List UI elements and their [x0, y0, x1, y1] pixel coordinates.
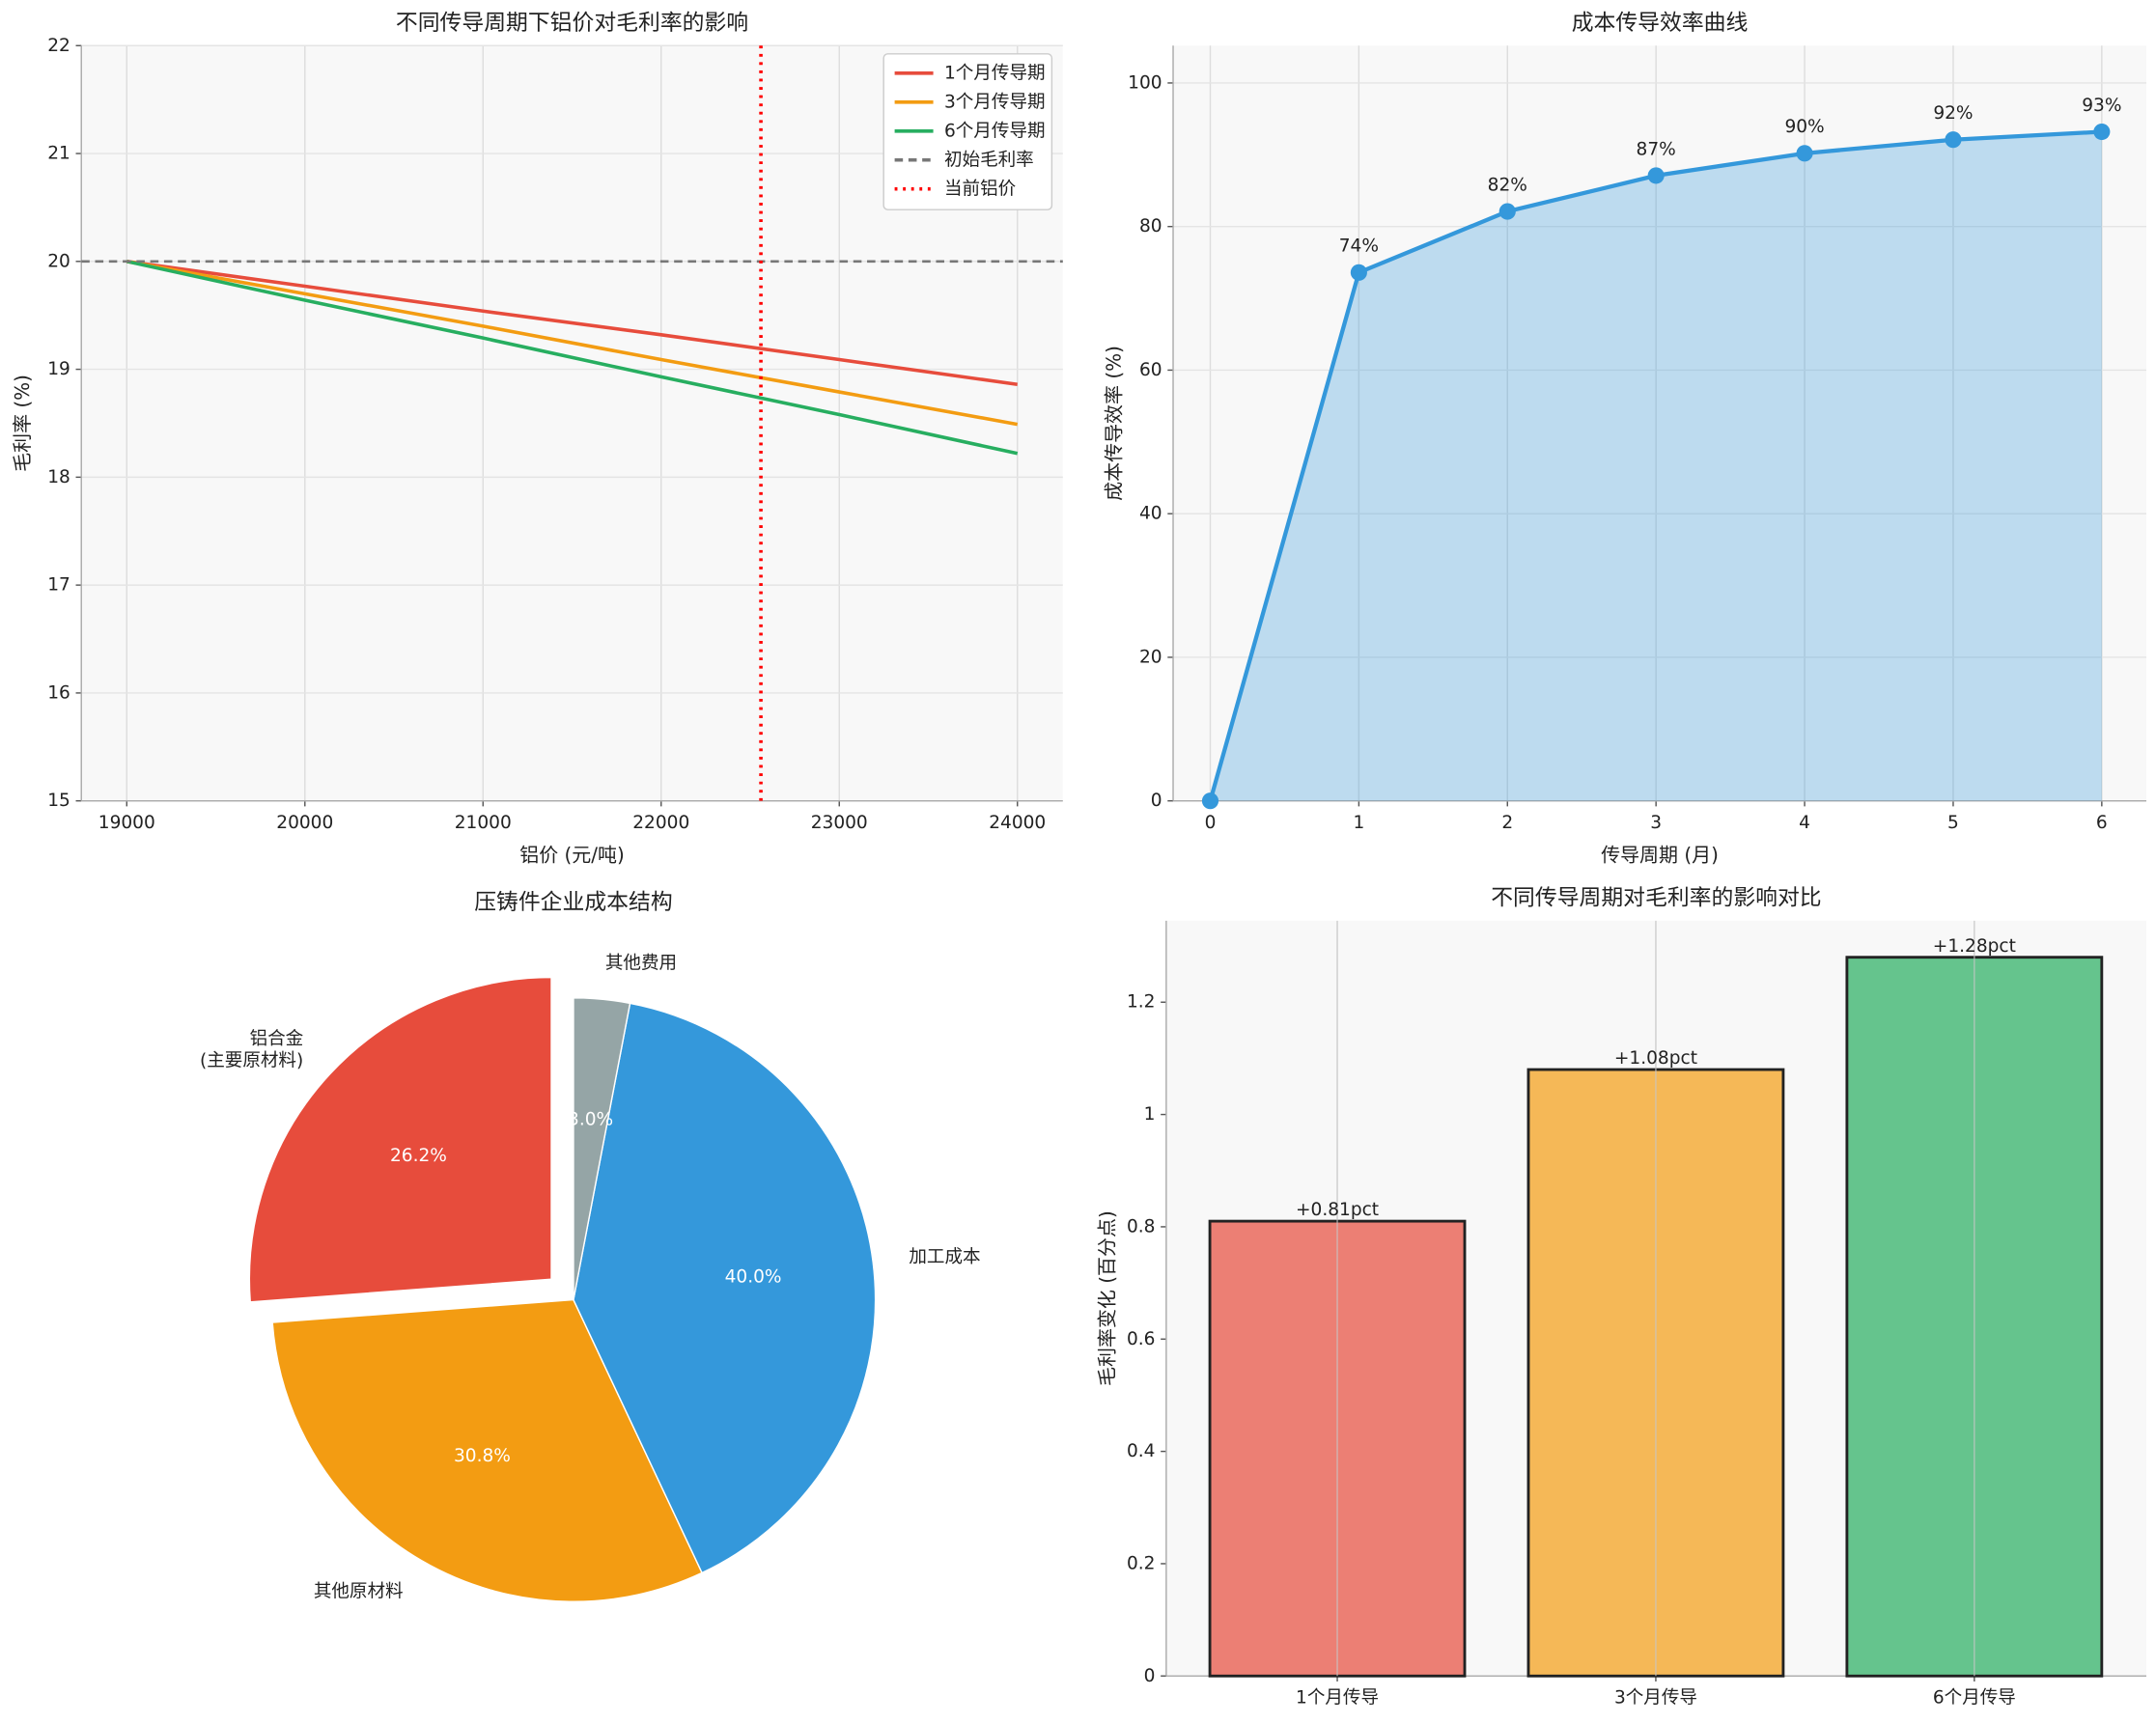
y-axis-label: 成本传导效率 (%)	[1103, 346, 1126, 501]
slice-percent: 3.0%	[568, 1109, 613, 1129]
y-tick-label: 20	[1139, 647, 1162, 667]
y-tick-label: 18	[47, 467, 70, 487]
point	[1647, 167, 1665, 184]
x-tick-label: 4	[1799, 813, 1810, 833]
point	[2093, 123, 2111, 141]
y-tick-label: 21	[47, 144, 70, 164]
line-series	[126, 260, 1019, 427]
x-tick-label: 0	[1205, 813, 1217, 833]
y-tick-label: 40	[1139, 504, 1162, 524]
x-tick-label: 6	[2096, 813, 2108, 833]
point	[1350, 264, 1367, 281]
line-series	[126, 260, 1018, 387]
y-tick-label: 15	[47, 791, 70, 811]
legend-label: 6个月传导期	[944, 121, 1046, 141]
point	[1201, 792, 1219, 810]
x-tick-label: 19000	[98, 813, 155, 833]
y-tick-label: 1	[1144, 1104, 1156, 1125]
x-axis-label: 传导周期 (月)	[1601, 843, 1719, 866]
legend-label: 3个月传导期	[944, 92, 1046, 112]
pie-slice	[271, 1298, 704, 1602]
y-tick-label: 17	[47, 575, 70, 596]
x-tick-label: 2	[1501, 813, 1513, 833]
slice-label: 其他原材料	[314, 1582, 404, 1602]
slice-percent: 40.0%	[725, 1267, 782, 1288]
x-tick-label: 24000	[989, 813, 1046, 833]
legend-box	[882, 53, 1053, 210]
x-tick-label: 23000	[811, 813, 868, 833]
chart-title: 不同传导周期对毛利率的影响对比	[1491, 886, 1821, 911]
slice-percent: 30.8%	[454, 1446, 511, 1466]
y-tick-label: 1.2	[1127, 992, 1156, 1013]
slice-label: 铝合金(主要原材料)	[200, 1029, 304, 1070]
y-tick-label: 0.4	[1127, 1441, 1156, 1461]
pie-slice	[573, 1002, 877, 1574]
data-label: +1.28pct	[1933, 936, 2016, 957]
chart-title: 压铸件企业成本结构	[474, 890, 672, 915]
line-series	[126, 260, 1019, 456]
x-tick-label: 1个月传导	[1296, 1688, 1379, 1709]
y-tick-label: 100	[1128, 72, 1162, 93]
slice-label: 其他费用	[605, 953, 677, 973]
data-label: 92%	[1933, 103, 1973, 124]
y-tick-label: 20	[47, 251, 70, 271]
y-tick-label: 0	[1144, 1666, 1156, 1686]
x-tick-label: 3	[1650, 813, 1662, 833]
x-tick-label: 22000	[632, 813, 689, 833]
y-tick-label: 22	[47, 36, 70, 56]
data-label: 74%	[1339, 236, 1379, 257]
x-tick-label: 1	[1353, 813, 1364, 833]
y-tick-label: 80	[1139, 216, 1162, 236]
x-axis-label: 铝价 (元/吨)	[519, 843, 625, 866]
x-tick-label: 21000	[455, 813, 512, 833]
area-fill	[1210, 131, 2102, 801]
y-tick-label: 19	[47, 359, 70, 379]
legend-label: 初始毛利率	[944, 150, 1034, 170]
y-axis-label: 毛利率变化 (百分点)	[1095, 1210, 1118, 1386]
y-tick-label: 0.8	[1127, 1216, 1156, 1237]
y-axis-label: 毛利率 (%)	[11, 375, 34, 472]
point	[1796, 145, 1813, 162]
pie-slice	[248, 976, 552, 1303]
point	[1498, 203, 1516, 220]
data-label: +1.08pct	[1614, 1048, 1697, 1069]
chart-title: 成本传导效率曲线	[1572, 11, 1749, 36]
legend-label: 当前铝价	[944, 179, 1016, 199]
data-label: 93%	[2082, 96, 2121, 116]
chart-title: 不同传导周期下铝价对毛利率的影响	[396, 11, 748, 36]
x-tick-label: 6个月传导	[1933, 1688, 2016, 1709]
x-tick-label: 3个月传导	[1614, 1688, 1697, 1709]
data-label: 82%	[1488, 175, 1527, 195]
y-tick-label: 0.2	[1127, 1553, 1156, 1573]
pie-slice	[573, 997, 631, 1300]
x-tick-label: 20000	[276, 813, 333, 833]
x-tick-label: 5	[1947, 813, 1959, 833]
y-tick-label: 60	[1139, 360, 1162, 380]
legend-label: 1个月传导期	[944, 63, 1046, 83]
y-tick-label: 16	[47, 682, 70, 703]
y-tick-label: 0	[1151, 791, 1162, 811]
data-label: 90%	[1784, 117, 1824, 137]
data-label: +0.81pct	[1296, 1200, 1379, 1220]
y-tick-label: 0.6	[1127, 1329, 1156, 1349]
point	[1945, 131, 1962, 149]
slice-percent: 26.2%	[390, 1146, 447, 1166]
data-label: 87%	[1637, 139, 1676, 159]
slice-label: 加工成本	[909, 1247, 980, 1267]
